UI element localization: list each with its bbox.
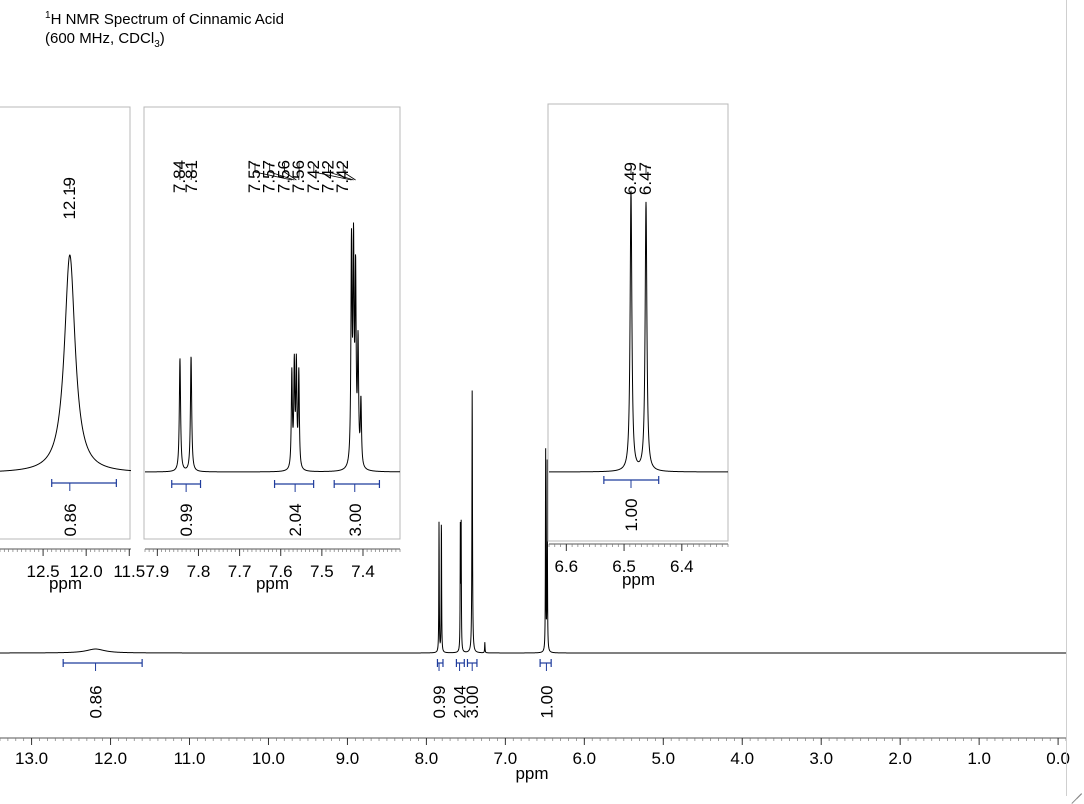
tick-label: 13.0: [15, 749, 48, 768]
peak-label: 12.19: [60, 177, 79, 220]
panel-edge: [1066, 0, 1067, 796]
tick-label: 11.5: [113, 562, 145, 581]
peak-label: 6.47: [636, 162, 655, 195]
tick-label: 8.0: [415, 749, 439, 768]
x-axis-label: ppm: [622, 570, 655, 589]
resize-handle[interactable]: [1070, 782, 1082, 794]
integral-label: 0.86: [87, 685, 106, 718]
tick-label: 11.0: [174, 749, 206, 768]
tick-label: 12.0: [94, 749, 127, 768]
x-axis-label: ppm: [49, 574, 82, 593]
tick-label: 1.0: [967, 749, 991, 768]
integral-label: 1.00: [622, 498, 641, 531]
tick-label: 3.0: [809, 749, 833, 768]
tick-label: 7.8: [187, 562, 211, 581]
integral-label: 0.86: [61, 503, 80, 536]
tick-label: 6.4: [670, 557, 694, 576]
tick-label: 4.0: [730, 749, 754, 768]
integral-label: 0.99: [430, 685, 449, 718]
tick-label: 10.0: [252, 749, 285, 768]
integral-label: 3.00: [346, 503, 365, 536]
integral-label: 3.00: [463, 685, 482, 718]
tick-label: 7.0: [494, 749, 518, 768]
tick-label: 7.7: [228, 562, 252, 581]
tick-label: 7.5: [310, 562, 334, 581]
tick-label: 5.0: [651, 749, 675, 768]
peak-label: 7.42: [333, 160, 352, 193]
x-axis-label: ppm: [256, 574, 289, 593]
tick-label: 6.6: [555, 557, 579, 576]
integral-label: 2.04: [286, 503, 305, 536]
tick-label: 7.9: [146, 562, 170, 581]
tick-label: 9.0: [336, 749, 360, 768]
x-axis-label: ppm: [515, 764, 548, 783]
integral-label: 1.00: [537, 685, 556, 718]
tick-label: 2.0: [888, 749, 912, 768]
tick-label: 7.4: [351, 562, 375, 581]
tick-label: 6.0: [573, 749, 597, 768]
integral-label: 0.99: [177, 503, 196, 536]
